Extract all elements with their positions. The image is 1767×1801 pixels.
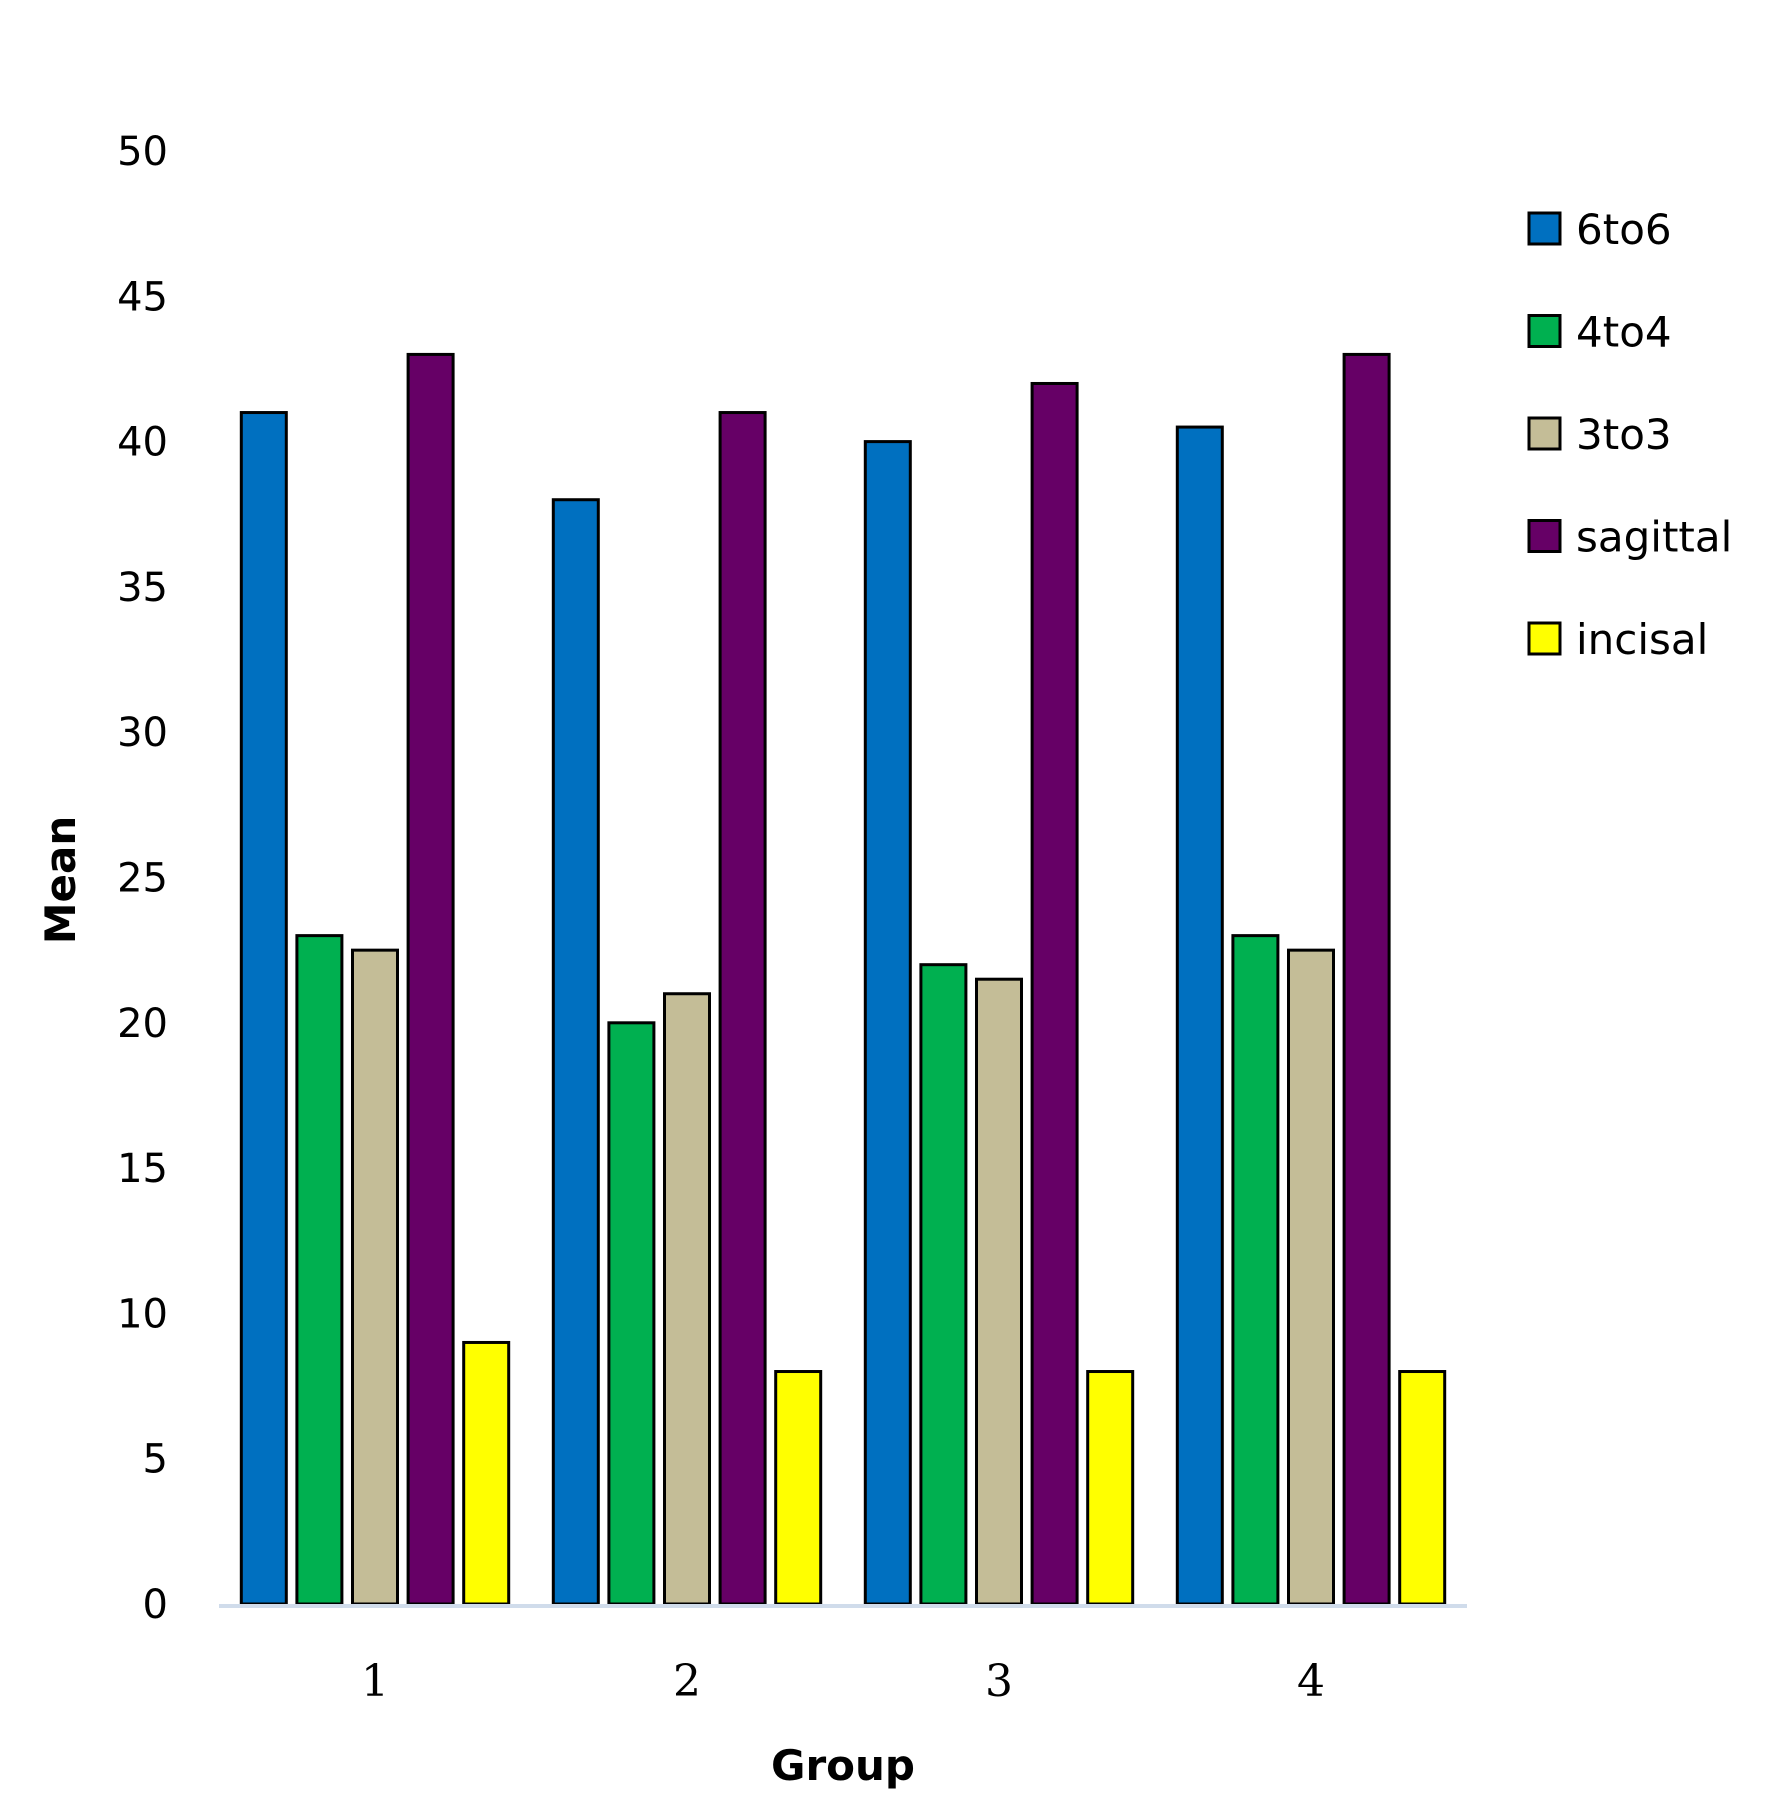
legend-item-3to3: 3to3 — [1527, 410, 1672, 459]
bar-4to4-group-4 — [1231, 934, 1280, 1606]
bar-sagittal-group-3 — [1030, 381, 1079, 1606]
bar-incisal-group-2 — [774, 1370, 823, 1606]
x-tick-label: 1 — [361, 1656, 389, 1707]
bar-sagittal-group-2 — [718, 411, 767, 1606]
bar-6to6-group-2 — [551, 498, 600, 1606]
bar-incisal-group-1 — [462, 1340, 511, 1606]
legend-swatch — [1527, 314, 1562, 348]
legend-label: incisal — [1576, 615, 1708, 664]
bar-6to6-group-3 — [863, 440, 912, 1606]
y-tick-label: 25 — [117, 856, 168, 902]
legend-item-4to4: 4to4 — [1527, 308, 1672, 357]
legend-label: 4to4 — [1576, 308, 1672, 357]
bar-3to3-group-2 — [663, 992, 711, 1606]
y-axis-label: Mean — [36, 816, 85, 945]
y-tick-label: 35 — [117, 565, 168, 611]
bar-4to4-group-1 — [295, 934, 344, 1606]
legend-swatch — [1527, 519, 1562, 553]
legend-swatch — [1527, 621, 1562, 656]
bar-6to6-group-1 — [239, 411, 288, 1606]
y-tick-label: 50 — [117, 129, 168, 175]
bar-sagittal-group-4 — [1342, 352, 1391, 1606]
y-tick-label: 20 — [117, 1001, 168, 1047]
legend-label: 3to3 — [1576, 410, 1672, 459]
legend-label: 6to6 — [1576, 205, 1672, 254]
y-tick-label: 5 — [143, 1437, 168, 1483]
bar-3to3-group-4 — [1287, 948, 1335, 1606]
legend-item-6to6: 6to6 — [1527, 205, 1672, 254]
legend-label: sagittal — [1576, 513, 1732, 562]
bar-4to4-group-2 — [607, 1021, 656, 1606]
x-tick-label: 2 — [673, 1656, 701, 1707]
legend-item-sagittal: sagittal — [1527, 513, 1732, 562]
bar-incisal-group-4 — [1398, 1370, 1447, 1606]
bar-6to6-group-4 — [1175, 425, 1224, 1606]
bar-sagittal-group-1 — [406, 352, 455, 1606]
bar-3to3-group-3 — [975, 977, 1023, 1606]
y-tick-label: 15 — [117, 1146, 168, 1192]
x-axis-label: Group — [771, 1741, 915, 1790]
bar-4to4-group-3 — [919, 963, 968, 1606]
y-tick-label: 45 — [117, 274, 168, 320]
y-tick-label: 0 — [143, 1582, 168, 1628]
x-tick-label: 4 — [1297, 1656, 1325, 1707]
y-tick-label: 40 — [117, 420, 168, 466]
legend: 6to6 4to4 3to3 sagittal incisal — [1527, 205, 1732, 664]
y-tick-label: 30 — [117, 710, 168, 756]
legend-swatch — [1527, 416, 1562, 451]
legend-item-incisal: incisal — [1527, 615, 1708, 664]
x-tick-label: 3 — [985, 1656, 1013, 1707]
y-tick-label: 10 — [117, 1291, 168, 1337]
bar-incisal-group-3 — [1086, 1370, 1135, 1606]
bar-3to3-group-1 — [351, 948, 399, 1606]
legend-swatch — [1527, 211, 1562, 246]
